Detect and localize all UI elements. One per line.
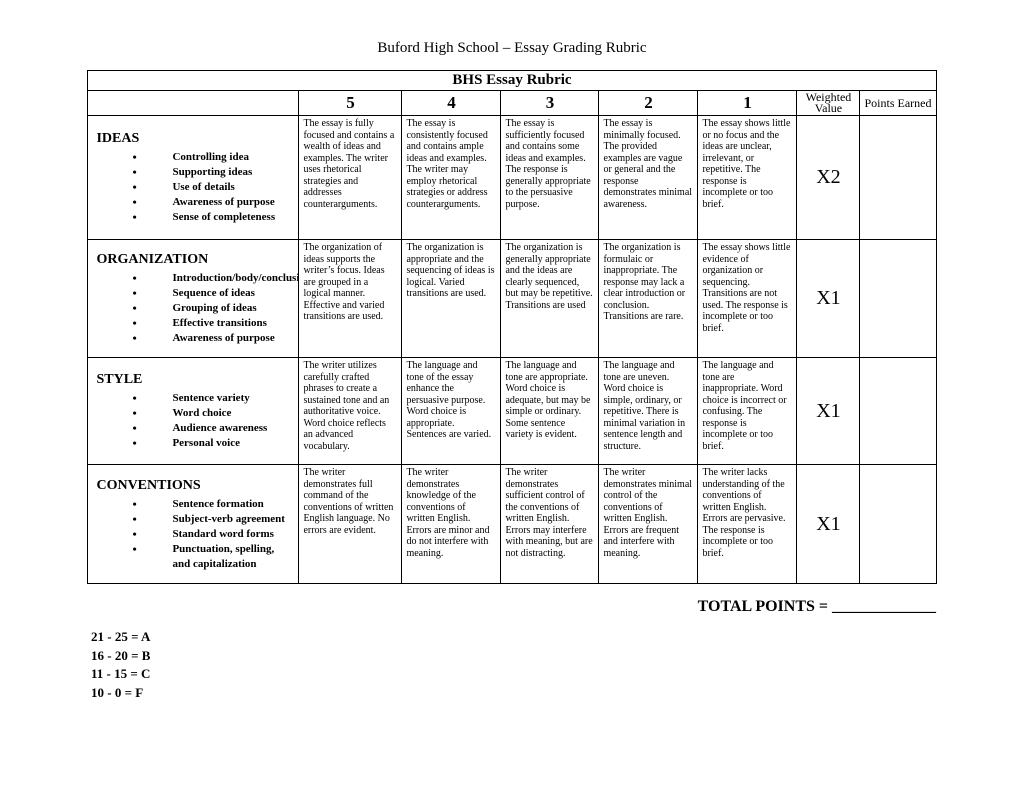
rubric-row-organization: ORGANIZATION Introduction/body/conclusio… (87, 239, 937, 358)
criteria-bullet: Use of details (132, 180, 294, 195)
level-cell-conventions-2: The writer demonstrates minimal control … (598, 464, 699, 584)
criteria-bullet: Controlling idea (132, 150, 294, 165)
total-points-line: TOTAL POINTS = _____________ (88, 598, 936, 616)
level-cell-style-1: The language and tone are inappropriate.… (697, 357, 798, 465)
category-label-conventions: CONVENTIONS (96, 477, 201, 493)
criteria-bullet: Sense of completeness (132, 210, 294, 225)
criteria-cell-ideas: IDEAS Controlling idea Supporting ideas … (87, 115, 300, 240)
criteria-bullet: Introduction/body/conclusion (132, 271, 298, 286)
criteria-bullet: Personal voice (132, 436, 294, 451)
criteria-bullet: Standard word forms (132, 527, 294, 542)
level-cell-style-2: The language and tone are uneven. Word c… (598, 357, 699, 465)
total-points-label: TOTAL POINTS = (697, 598, 828, 615)
score-header-row: 5 4 3 2 1 Weighted Value Points Earned (87, 90, 937, 116)
level-cell-conventions-5: The writer demonstrates full command of … (298, 464, 403, 584)
category-label-organization: ORGANIZATION (96, 252, 209, 267)
score-header-4: 4 (401, 90, 502, 116)
score-header-2: 2 (598, 90, 699, 116)
criteria-bullet: Punctuation, spelling, and capitalizatio… (132, 542, 294, 572)
criteria-bullet: Sentence variety (132, 391, 294, 406)
criteria-cell-organization: ORGANIZATION Introduction/body/conclusio… (87, 239, 300, 358)
score-header-3: 3 (500, 90, 600, 116)
level-cell-organization-2: The organization is formulaic or inappro… (598, 239, 699, 358)
level-cell-organization-3: The organization is generally appropriat… (500, 239, 600, 358)
score-header-5: 5 (298, 90, 403, 116)
points-earned-cell-organization (859, 239, 937, 358)
weighted-value-cell-ideas: X2 (796, 115, 861, 240)
category-label-style: STYLE (96, 372, 143, 387)
table-title-row: BHS Essay Rubric (87, 70, 937, 91)
criteria-bullets-ideas: Controlling idea Supporting ideas Use of… (96, 150, 294, 225)
score-header-1: 1 (697, 90, 798, 116)
level-cell-conventions-4: The writer demonstrates knowledge of the… (401, 464, 502, 584)
table-title: BHS Essay Rubric (87, 70, 937, 91)
rubric-row-ideas: IDEAS Controlling idea Supporting ideas … (87, 115, 937, 240)
rubric-row-style: STYLE Sentence variety Word choice Audie… (87, 357, 937, 465)
weighted-value-cell-organization: X1 (796, 239, 861, 358)
weighted-value-header: Weighted Value (796, 90, 861, 116)
criteria-cell-style: STYLE Sentence variety Word choice Audie… (87, 357, 300, 465)
criteria-bullet: Awareness of purpose (132, 331, 294, 346)
level-cell-organization-5: The organization of ideas supports the w… (298, 239, 403, 358)
level-cell-ideas-5: The essay is fully focused and contains … (298, 115, 403, 240)
points-earned-cell-style (859, 357, 937, 465)
criteria-bullet: Grouping of ideas (132, 301, 294, 316)
level-cell-ideas-1: The essay shows little or no focus and t… (697, 115, 798, 240)
grade-scale-line-a: 21 - 25 = A (91, 629, 151, 644)
criteria-bullet: Sequence of ideas (132, 286, 294, 301)
rubric-table: BHS Essay Rubric 5 4 3 2 1 Weighted Valu… (87, 70, 937, 584)
level-cell-style-4: The language and tone of the essay enhan… (401, 357, 502, 465)
level-cell-ideas-2: The essay is minimally focused. The prov… (598, 115, 699, 240)
points-earned-cell-conventions (859, 464, 937, 584)
criteria-bullets-style: Sentence variety Word choice Audience aw… (96, 391, 294, 451)
level-cell-ideas-3: The essay is sufficiently focused and co… (500, 115, 600, 240)
grade-scale: 21 - 25 = A 16 - 20 = B 11 - 15 = C 10 -… (91, 628, 1024, 702)
level-cell-organization-4: The organization is appropriate and the … (401, 239, 502, 358)
criteria-bullet: Supporting ideas (132, 165, 294, 180)
level-cell-style-3: The language and tone are appropriate. W… (500, 357, 600, 465)
level-cell-conventions-1: The writer lacks understanding of the co… (697, 464, 798, 584)
category-label-ideas: IDEAS (96, 131, 140, 146)
weighted-value-cell-conventions: X1 (796, 464, 861, 584)
criteria-bullet: Effective transitions (132, 316, 294, 331)
points-earned-cell-ideas (859, 115, 937, 240)
criteria-bullets-organization: Introduction/body/conclusion Sequence of… (96, 271, 298, 346)
weighted-value-cell-style: X1 (796, 357, 861, 465)
rubric-row-conventions: CONVENTIONS Sentence formation Subject-v… (87, 464, 937, 584)
points-earned-header: Points Earned (859, 90, 937, 116)
criteria-bullet: Awareness of purpose (132, 195, 294, 210)
grade-scale-line-b: 16 - 20 = B (91, 647, 151, 663)
criteria-cell-conventions: CONVENTIONS Sentence formation Subject-v… (87, 464, 300, 584)
criteria-bullet: Word choice (132, 406, 294, 421)
criteria-bullet: Subject-verb agreement (132, 512, 294, 527)
criteria-bullet: Sentence formation (132, 497, 294, 512)
level-cell-style-5: The writer utilizes carefully crafted ph… (298, 357, 403, 465)
total-points-blank: _____________ (832, 598, 936, 615)
page-title: Buford High School – Essay Grading Rubri… (377, 40, 647, 56)
criteria-bullets-conventions: Sentence formation Subject-verb agreemen… (96, 497, 294, 572)
level-cell-conventions-3: The writer demonstrates sufficient contr… (500, 464, 600, 584)
grade-scale-line-c: 11 - 15 = C (91, 666, 151, 681)
level-cell-ideas-4: The essay is consistently focused and co… (401, 115, 502, 240)
criteria-header-cell (87, 90, 300, 116)
grade-scale-line-f: 10 - 0 = F (91, 684, 144, 700)
criteria-bullet: Audience awareness (132, 421, 294, 436)
level-cell-organization-1: The essay shows little evidence of organ… (697, 239, 798, 358)
